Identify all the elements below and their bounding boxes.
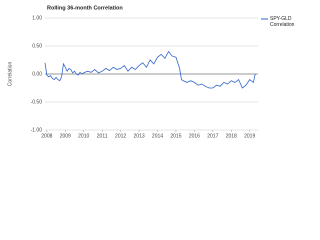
y-tick-label: -1.00 xyxy=(31,127,43,133)
chart-title: Rolling 36-month Correlation xyxy=(47,5,123,11)
x-tick-label: 2008 xyxy=(41,133,52,139)
y-tick-label: -0.50 xyxy=(31,99,43,105)
x-tick-label: 2011 xyxy=(97,133,108,139)
x-tick-label: 2010 xyxy=(78,133,89,139)
x-tick-label: 2009 xyxy=(60,133,71,139)
y-axis-label: Correlation xyxy=(7,62,13,87)
x-tick-label: 2012 xyxy=(115,133,126,139)
x-tick-label: 2016 xyxy=(189,133,200,139)
y-tick-label: 0.00 xyxy=(32,71,42,77)
page: {"chart_data": {"type": "line", "title":… xyxy=(7,5,295,140)
chart: Rolling 36-month Correlation Correlation… xyxy=(7,5,268,139)
y-tick-label: 0.50 xyxy=(32,43,42,49)
x-tick-label: 2013 xyxy=(133,133,144,139)
legend-label: SPY-GLD Correlation xyxy=(270,16,295,28)
x-tick-label: 2017 xyxy=(207,133,218,139)
x-tick-label: 2015 xyxy=(170,133,181,139)
x-tick-label: 2018 xyxy=(226,133,237,139)
x-tick-label: 2014 xyxy=(152,133,163,139)
y-tick-label: 1.00 xyxy=(32,15,42,21)
x-tick-label: 2019 xyxy=(244,133,255,139)
series-line xyxy=(44,50,256,89)
